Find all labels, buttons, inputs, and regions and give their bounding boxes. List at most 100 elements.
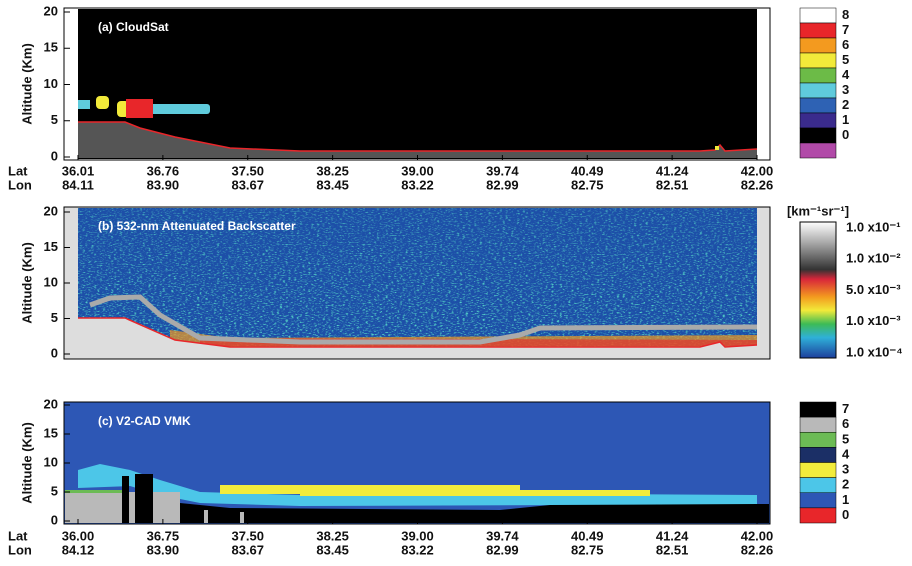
lat-label: 38.25: [316, 528, 349, 543]
colorbar-label: 4: [842, 67, 850, 82]
colorbar-label: 6: [842, 37, 849, 52]
y-tick-label: 5: [51, 310, 58, 325]
lon-label: 83.67: [231, 542, 264, 557]
y-axis-label: Altitude (Km): [19, 43, 34, 125]
lat-label: 41.24: [656, 528, 689, 543]
lon-label: 83.45: [316, 177, 349, 192]
colorbar-title: [km⁻¹sr⁻¹]: [787, 203, 849, 218]
lat-label: 36.00: [62, 528, 95, 543]
lat-label: 36.01: [62, 163, 95, 178]
panel-title: (b) 532-nm Attenuated Backscatter: [98, 219, 296, 233]
lon-label: 82.99: [486, 177, 519, 192]
colorbar-swatch: [800, 38, 836, 53]
y-tick-label: 0: [51, 512, 58, 527]
lon-label: 82.26: [741, 177, 774, 192]
y-tick-label: 0: [51, 345, 58, 360]
y-tick-label: 20: [44, 396, 58, 411]
lat-label: 41.24: [656, 163, 689, 178]
colorbar-swatch: [800, 8, 836, 23]
colorbar-swatch: [800, 478, 836, 493]
y-tick-label: 5: [51, 483, 58, 498]
colorbar-swatch: [800, 128, 836, 143]
lat-label: 42.00: [741, 528, 774, 543]
colorbar-swatch: [800, 23, 836, 38]
panel-a-image: [64, 8, 770, 160]
colorbar-label: 1.0 x10⁻¹: [846, 219, 901, 234]
colorbar-label: 1: [842, 492, 849, 507]
colorbar-label: 2: [842, 97, 849, 112]
lon-label: 82.75: [571, 177, 604, 192]
colorbar-label: 7: [842, 22, 849, 37]
colorbar-label: 0: [842, 127, 849, 142]
y-tick-label: 20: [44, 3, 58, 18]
colorbar-label: 6: [842, 416, 849, 431]
y-tick-label: 10: [44, 274, 58, 289]
panel-title: (a) CloudSat: [98, 20, 169, 34]
colorbar-swatch: [800, 447, 836, 462]
lat-label: 36.76: [147, 163, 180, 178]
colorbar-swatch: [800, 417, 836, 432]
colorbar-label: 3: [842, 462, 849, 477]
colorbar-swatch: [800, 53, 836, 68]
colorbar-label: 5: [842, 52, 849, 67]
lon-label: 83.22: [401, 177, 434, 192]
lat-label: 40.49: [571, 528, 604, 543]
lon-label: 83.67: [231, 177, 264, 192]
colorbar-swatch: [800, 68, 836, 83]
y-tick-label: 15: [44, 40, 58, 55]
colorbar-label: 1.0 x10⁻²: [846, 251, 901, 266]
y-tick-label: 15: [44, 239, 58, 254]
colorbar-label: 2: [842, 477, 849, 492]
lat-label: 37.50: [231, 528, 264, 543]
lon-label: 82.51: [656, 177, 689, 192]
lon-label: 83.45: [316, 542, 349, 557]
colorbar-swatch: [800, 83, 836, 98]
y-tick-label: 10: [44, 76, 58, 91]
lon-row-label: Lon: [8, 542, 32, 557]
lat-label: 39.00: [401, 163, 434, 178]
lon-label: 83.22: [401, 542, 434, 557]
colorbar-label: 5: [842, 431, 849, 446]
lon-label: 82.99: [486, 542, 519, 557]
colorbar-label: 0: [842, 507, 849, 522]
colorbar-swatch: [800, 113, 836, 128]
colorbar-label: 1.0 x10⁻³: [846, 313, 901, 328]
lon-label: 82.75: [571, 542, 604, 557]
y-tick-label: 15: [44, 425, 58, 440]
colorbar-label: 1.0 x10⁻⁴: [846, 344, 903, 359]
y-tick-label: 10: [44, 454, 58, 469]
colorbar-swatch: [800, 143, 836, 158]
lat-label: 39.74: [486, 528, 519, 543]
colorbar-label: 5.0 x10⁻³: [846, 282, 901, 297]
lat-label: 39.74: [486, 163, 519, 178]
y-tick-label: 0: [51, 148, 58, 163]
lat-label: 36.75: [147, 528, 180, 543]
colorbar-swatch: [800, 98, 836, 113]
colorbar-gradient: [800, 222, 836, 358]
lat-label: 39.00: [401, 528, 434, 543]
y-axis-label: Altitude (Km): [19, 242, 34, 324]
lon-label: 84.12: [62, 542, 95, 557]
y-tick-label: 20: [44, 203, 58, 218]
panel-title: (c) V2-CAD VMK: [98, 414, 191, 428]
lat-label: 37.50: [231, 163, 264, 178]
lon-label: 82.51: [656, 542, 689, 557]
lat-label: 42.00: [741, 163, 774, 178]
colorbar-swatch: [800, 402, 836, 417]
y-axis-label: Altitude (Km): [19, 422, 34, 504]
lon-label: 84.11: [62, 177, 94, 192]
lat-row-label: Lat: [8, 528, 28, 543]
lon-label: 83.90: [147, 177, 180, 192]
colorbar-label: 8: [842, 7, 849, 22]
y-tick-label: 5: [51, 112, 58, 127]
colorbar-label: 3: [842, 82, 849, 97]
lat-row-label: Lat: [8, 163, 28, 178]
figure: (a) CloudSatAltitude (Km)05101520LatLon3…: [0, 0, 912, 566]
colorbar-label: 7: [842, 401, 849, 416]
lat-label: 40.49: [571, 163, 604, 178]
colorbar-swatch: [800, 432, 836, 447]
colorbar-swatch: [800, 463, 836, 478]
colorbar-swatch: [800, 493, 836, 508]
colorbar-label: 1: [842, 112, 849, 127]
lon-row-label: Lon: [8, 177, 32, 192]
